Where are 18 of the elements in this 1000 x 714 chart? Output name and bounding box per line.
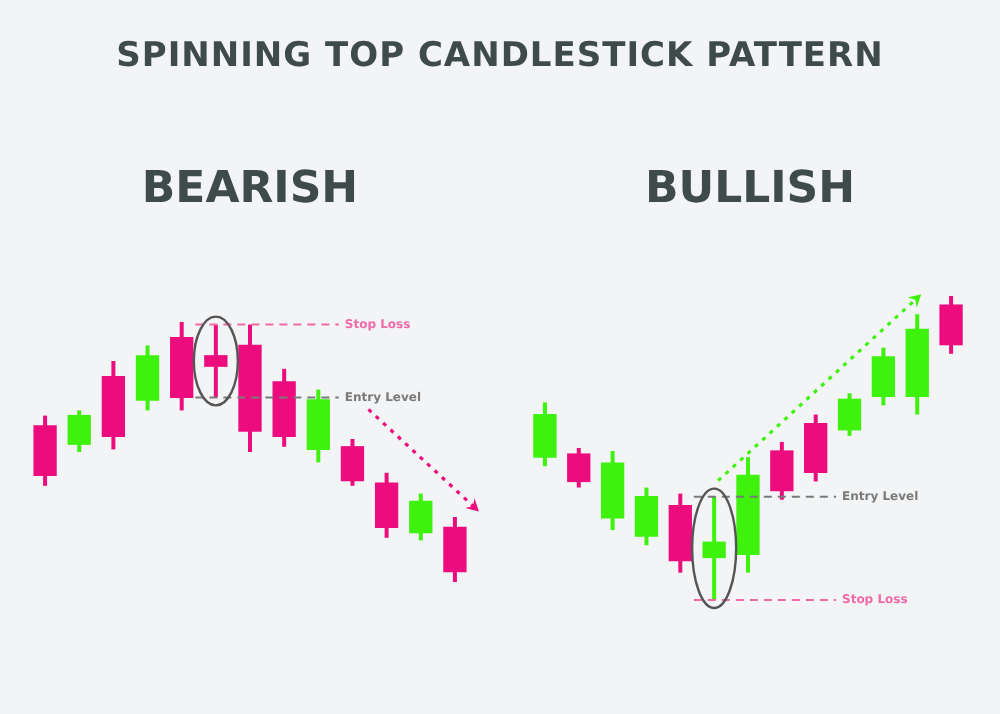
text: SPINNING TOP CANDLESTICK PATTERN [114,36,886,76]
candlestick [533,400,557,469]
candlestick [67,408,91,454]
candlestick [939,294,963,356]
candlestick [634,485,659,548]
candlestick [443,515,467,584]
candlestick [340,437,365,488]
candlestick [702,494,726,602]
candlestick [837,391,862,438]
candlestick [135,343,160,413]
chart-title: BEARISH [139,164,361,214]
candlestick [567,446,591,490]
candlestick [374,470,399,540]
candlestick [204,322,228,400]
candlestick [770,439,794,502]
candlestick [871,345,896,408]
chart-title: BULLISH [642,164,858,214]
candlestick [409,491,433,543]
